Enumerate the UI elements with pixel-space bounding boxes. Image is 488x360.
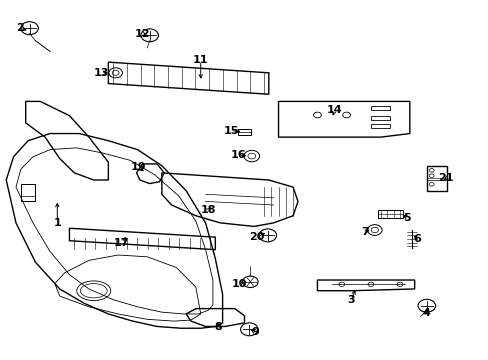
Text: 10: 10 — [231, 279, 247, 289]
Text: 5: 5 — [403, 212, 410, 222]
Text: 8: 8 — [213, 322, 221, 332]
Text: 16: 16 — [230, 150, 246, 160]
Text: 9: 9 — [251, 327, 259, 337]
Bar — [21, 184, 35, 202]
Text: 4: 4 — [422, 308, 430, 318]
Text: 3: 3 — [347, 295, 355, 305]
Text: 12: 12 — [134, 28, 150, 39]
Text: 19: 19 — [130, 162, 146, 172]
Text: 11: 11 — [193, 55, 208, 65]
Text: 14: 14 — [326, 105, 342, 115]
Text: 13: 13 — [93, 68, 108, 78]
Text: 1: 1 — [53, 218, 61, 228]
Text: 15: 15 — [223, 126, 238, 136]
Bar — [370, 124, 389, 128]
Text: 20: 20 — [248, 232, 264, 242]
Text: 6: 6 — [412, 234, 420, 244]
Bar — [370, 106, 389, 111]
Text: 7: 7 — [361, 227, 368, 237]
Bar — [238, 129, 250, 135]
Bar — [370, 116, 389, 120]
Bar — [377, 210, 402, 217]
Text: 2: 2 — [16, 23, 24, 33]
Text: 18: 18 — [200, 205, 215, 215]
Bar — [426, 166, 447, 191]
Text: 21: 21 — [438, 173, 453, 183]
Text: 17: 17 — [114, 238, 129, 248]
